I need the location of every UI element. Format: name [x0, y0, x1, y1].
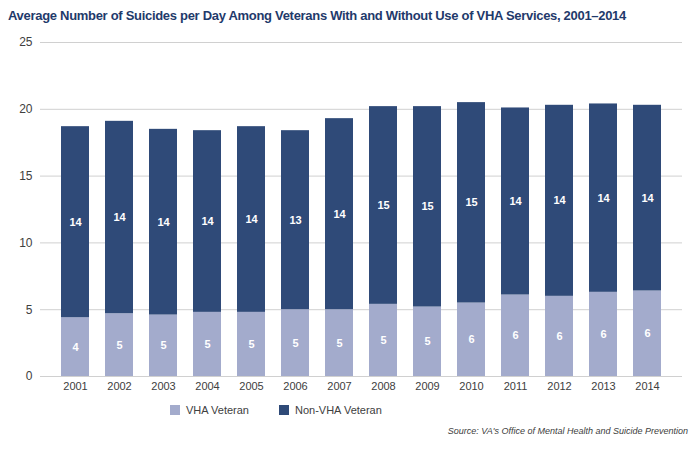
- svg-text:13: 13: [289, 214, 301, 226]
- svg-text:2008: 2008: [371, 380, 395, 392]
- svg-text:5: 5: [292, 337, 298, 349]
- svg-text:14: 14: [597, 192, 610, 204]
- svg-text:2003: 2003: [151, 380, 175, 392]
- svg-text:20: 20: [19, 102, 33, 116]
- svg-text:14: 14: [333, 208, 346, 220]
- svg-text:15: 15: [377, 199, 389, 211]
- html-text:VHA Veteran: VHA Veteran: [186, 404, 249, 416]
- svg-text:5: 5: [380, 334, 386, 346]
- svg-text:6: 6: [512, 329, 518, 341]
- svg-text:2005: 2005: [239, 380, 263, 392]
- svg-text:6: 6: [556, 330, 562, 342]
- svg-text:14: 14: [509, 195, 522, 207]
- svg-text:6: 6: [600, 328, 606, 340]
- svg-text:5: 5: [424, 335, 430, 347]
- html-text:Average Number of Suicides per: Average Number of Suicides per Day Among…: [8, 8, 626, 23]
- svg-text:14: 14: [553, 194, 566, 206]
- svg-text:15: 15: [465, 196, 477, 208]
- svg-text:5: 5: [204, 338, 210, 350]
- svg-text:0: 0: [26, 369, 33, 383]
- svg-text:2006: 2006: [283, 380, 307, 392]
- svg-text:10: 10: [19, 236, 33, 250]
- svg-text:5: 5: [26, 303, 33, 317]
- svg-text:2012: 2012: [547, 380, 571, 392]
- svg-text:6: 6: [644, 327, 650, 339]
- svg-text:2004: 2004: [195, 380, 219, 392]
- svg-text:2001: 2001: [63, 380, 87, 392]
- svg-text:2013: 2013: [591, 380, 615, 392]
- svg-text:14: 14: [641, 192, 654, 204]
- svg-text:6: 6: [468, 333, 474, 345]
- svg-text:14: 14: [157, 216, 170, 228]
- svg-text:5: 5: [160, 339, 166, 351]
- svg-text:2002: 2002: [107, 380, 131, 392]
- svg-text:5: 5: [116, 339, 122, 351]
- svg-text:2011: 2011: [504, 380, 528, 392]
- svg-text:2007: 2007: [327, 380, 351, 392]
- svg-text:15: 15: [421, 200, 433, 212]
- svg-text:2010: 2010: [459, 380, 483, 392]
- html-text:Source: VA's Office of Mental: Source: VA's Office of Mental Health and…: [447, 426, 688, 436]
- svg-text:25: 25: [19, 35, 33, 49]
- svg-text:15: 15: [19, 169, 33, 183]
- svg-text:14: 14: [245, 213, 258, 225]
- svg-text:2009: 2009: [415, 380, 439, 392]
- svg-text:14: 14: [69, 216, 82, 228]
- svg-text:2014: 2014: [635, 380, 659, 392]
- svg-text:14: 14: [113, 211, 126, 223]
- svg-text:14: 14: [201, 215, 214, 227]
- svg-text:4: 4: [72, 341, 79, 353]
- html-text:Non-VHA Veteran: Non-VHA Veteran: [295, 404, 382, 416]
- svg-text:5: 5: [336, 337, 342, 349]
- svg-text:5: 5: [248, 338, 254, 350]
